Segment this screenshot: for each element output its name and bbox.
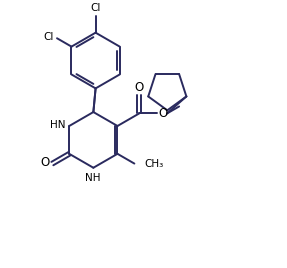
Text: NH: NH <box>85 173 100 183</box>
Text: Cl: Cl <box>43 32 53 42</box>
Text: Cl: Cl <box>90 3 101 13</box>
Text: HN: HN <box>50 120 65 130</box>
Text: O: O <box>40 156 49 169</box>
Text: O: O <box>159 107 168 120</box>
Text: O: O <box>135 81 144 94</box>
Text: CH₃: CH₃ <box>144 159 163 169</box>
